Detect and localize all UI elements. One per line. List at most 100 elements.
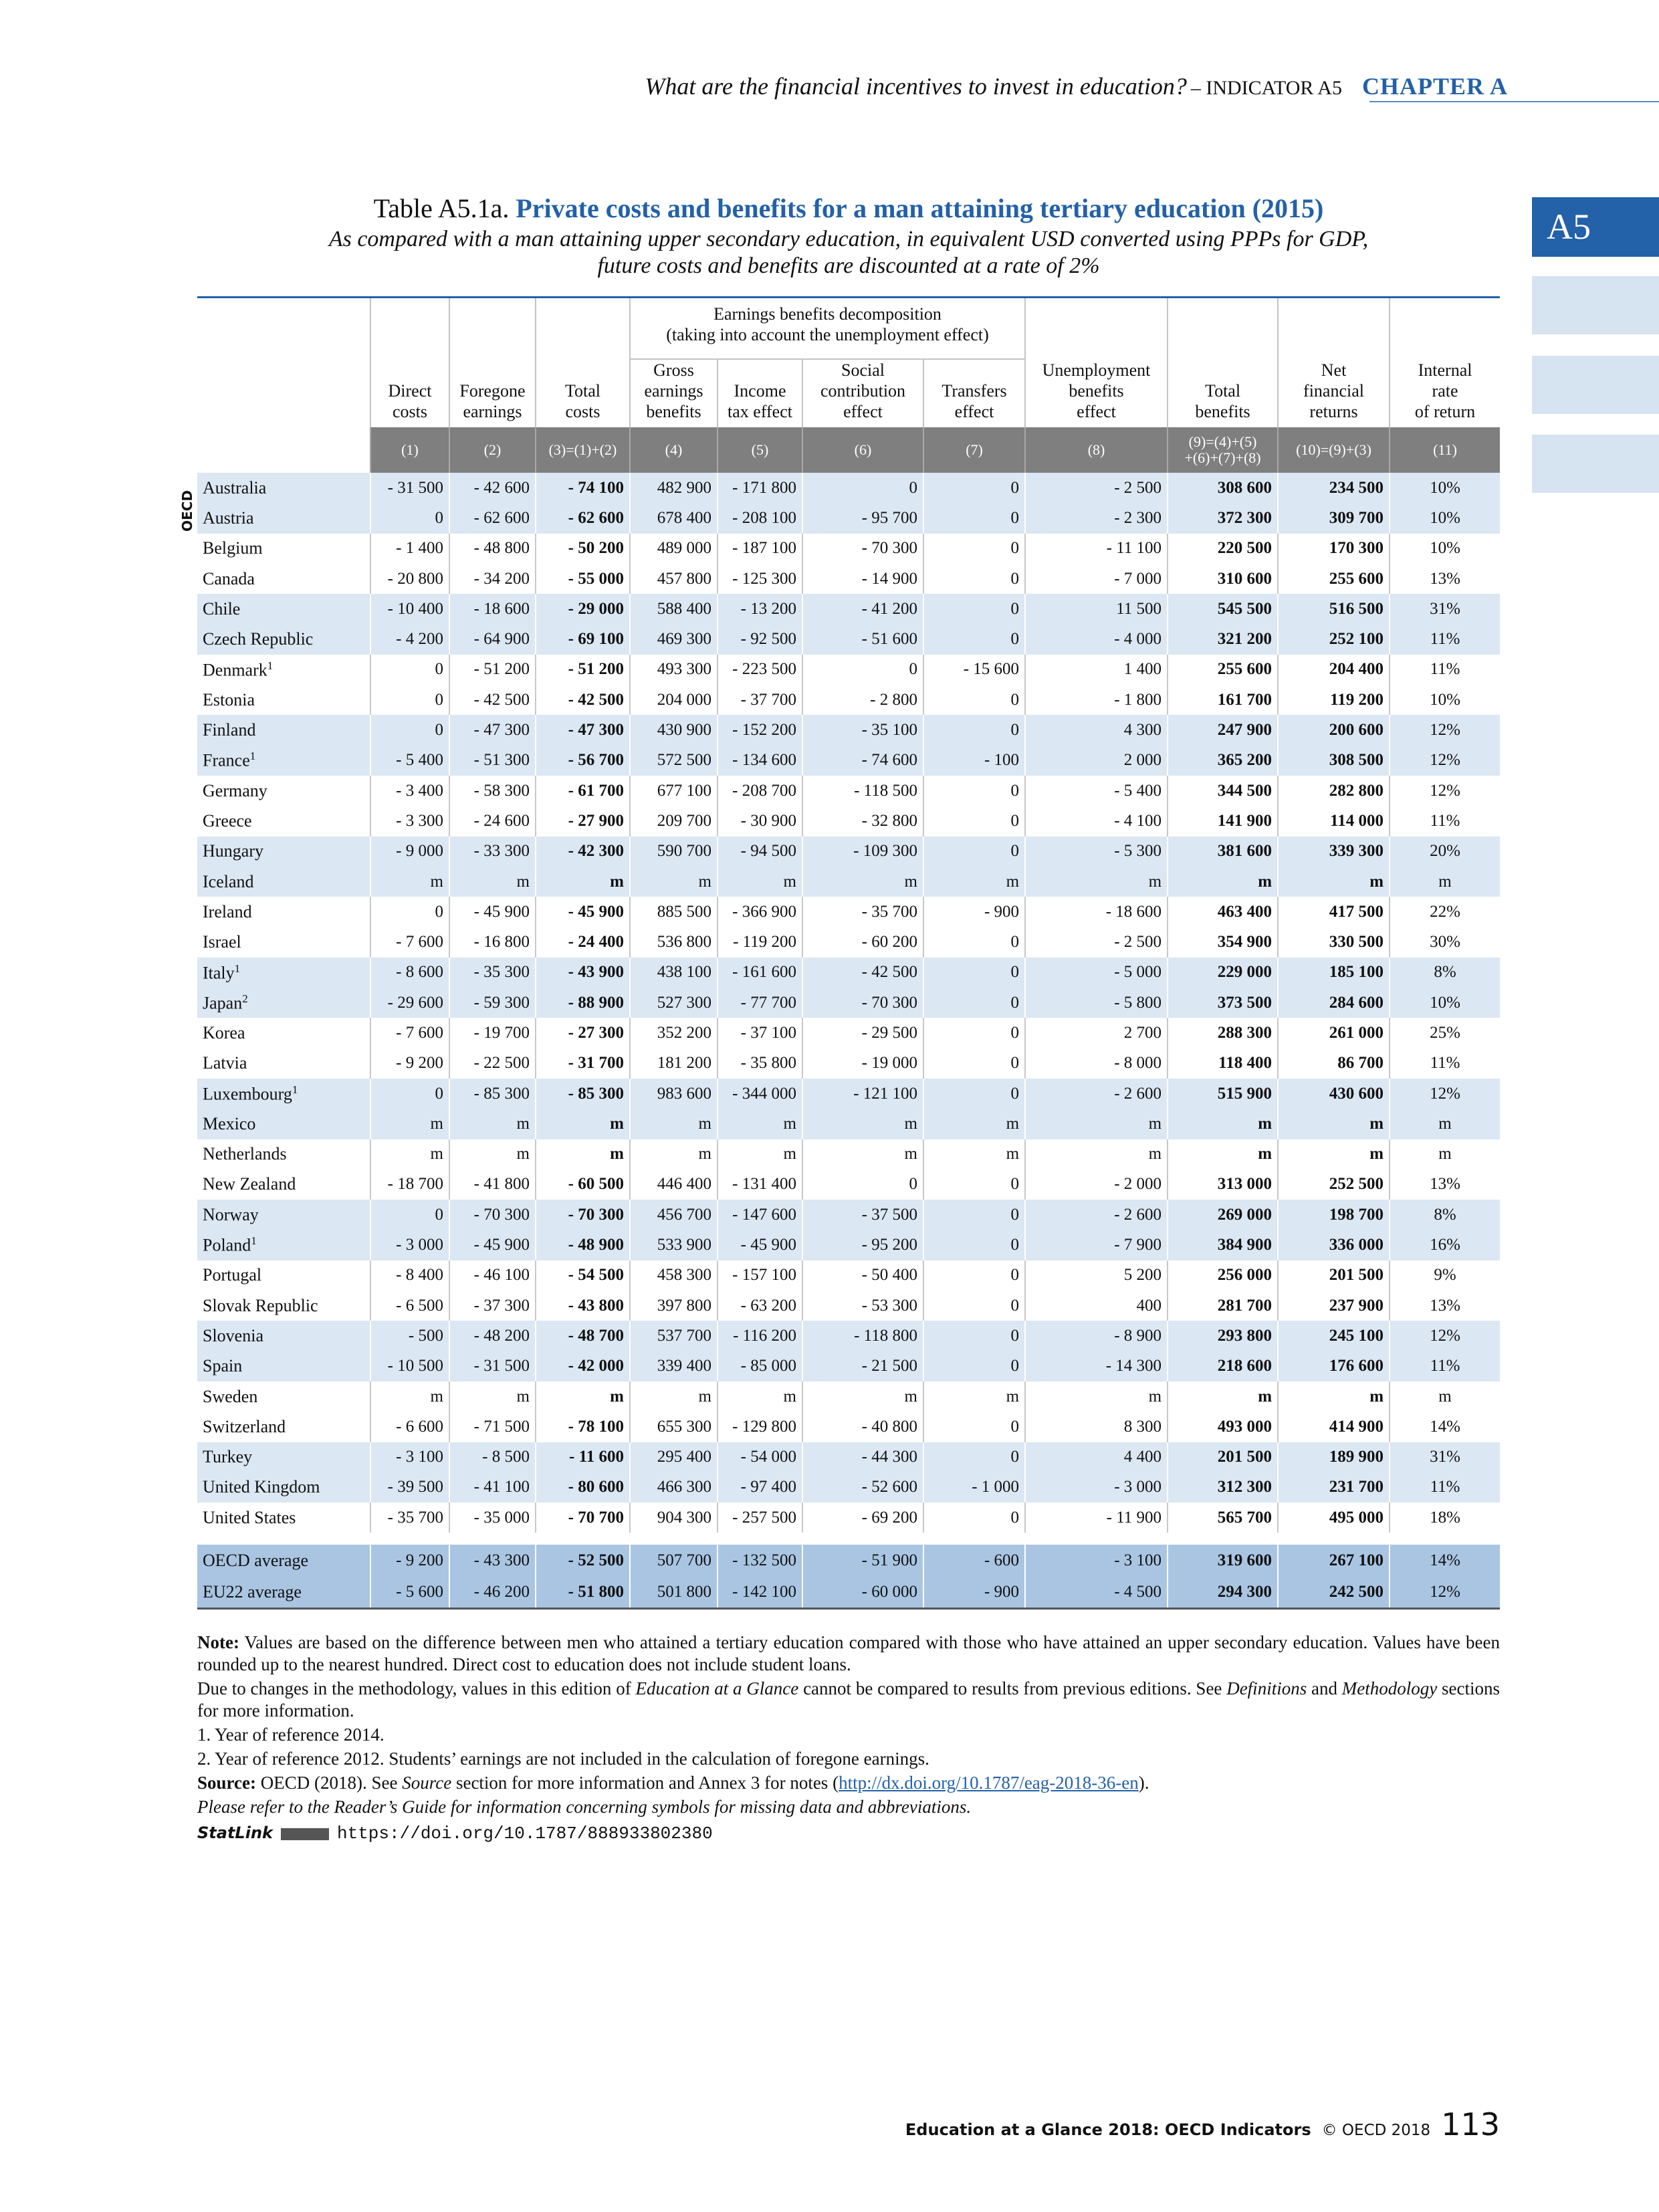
value-cell: - 69 200 <box>802 1503 923 1533</box>
country-cell: Estonia <box>197 685 370 715</box>
value-cell: 0 <box>802 473 923 504</box>
value-cell: 200 600 <box>1277 715 1390 746</box>
value-cell: 12% <box>1389 775 1501 806</box>
value-cell: - 24 600 <box>449 806 536 837</box>
value-cell: - 80 600 <box>535 1472 630 1503</box>
value-cell: - 2 500 <box>1024 473 1168 504</box>
column-header: Internal rate of return <box>1389 296 1501 427</box>
value-cell: - 94 500 <box>717 836 802 867</box>
value-cell: m <box>922 1381 1026 1412</box>
value-cell: m <box>629 866 717 897</box>
country-name: Germany <box>203 780 267 800</box>
value-cell: - 900 <box>922 1576 1026 1610</box>
value-cell: m <box>370 1381 449 1412</box>
group-header-line: Earnings benefits decomposition <box>713 304 942 324</box>
value-cell: - 14 300 <box>1024 1351 1168 1381</box>
column-header-line: benefits <box>1195 402 1250 421</box>
value-cell: 2 000 <box>1024 745 1168 776</box>
value-cell: - 37 500 <box>802 1200 923 1230</box>
column-header-line: tax effect <box>728 402 792 421</box>
value-cell: 678 400 <box>629 503 717 534</box>
table-row: Greece - 3 300- 24 600- 27 900 209 700- 30… <box>197 806 1501 837</box>
statlink-url[interactable]: https://doi.org/10.1787/888933802380 <box>337 1823 713 1844</box>
value-cell: - 95 700 <box>802 503 923 534</box>
value-cell: - 1 400 <box>370 533 449 564</box>
value-cell: 0 <box>802 1169 923 1200</box>
value-cell: m <box>717 866 802 897</box>
value-cell: m <box>1389 1381 1501 1412</box>
value-cell: 0 <box>370 685 449 715</box>
value-cell: - 21 500 <box>802 1351 923 1381</box>
value-cell: 185 100 <box>1277 957 1390 988</box>
column-header: Foregone earnings <box>449 296 536 427</box>
value-cell: - 70 300 <box>449 1200 536 1230</box>
value-cell: 0 <box>922 473 1026 504</box>
table-row: Switzerland - 6 600- 71 500- 78 100 655 30… <box>197 1412 1501 1442</box>
value-cell: - 77 700 <box>717 988 802 1018</box>
note-paragraph: 1. Year of reference 2014. <box>197 1724 1500 1746</box>
value-cell: - 54 000 <box>717 1442 802 1472</box>
value-cell: 0 <box>922 927 1026 958</box>
value-cell: 0 <box>922 1442 1026 1472</box>
value-cell: m <box>802 1139 923 1170</box>
country-cell: Australia <box>197 473 370 504</box>
value-cell: 10% <box>1389 473 1501 504</box>
value-cell: 255 600 <box>1167 654 1279 685</box>
column-number-line: (10)=(9)+(3) <box>1296 441 1371 458</box>
value-cell: - 42 500 <box>535 685 630 715</box>
running-title: What are the financial incentives to inv… <box>645 73 1187 100</box>
value-cell: - 4 000 <box>1024 624 1168 655</box>
value-cell: 565 700 <box>1167 1503 1279 1533</box>
value-cell: 0 <box>922 1230 1026 1260</box>
country-name: Ireland <box>203 901 252 921</box>
value-cell: - 109 300 <box>802 836 923 867</box>
value-cell: - 37 700 <box>717 685 802 715</box>
value-cell: - 46 200 <box>449 1576 536 1610</box>
value-cell: 336 000 <box>1277 1230 1390 1260</box>
country-name: Slovenia <box>203 1325 263 1345</box>
value-cell: - 11 100 <box>1024 533 1168 564</box>
country-name: Czech Republic <box>203 629 314 649</box>
value-cell: - 29 500 <box>802 1018 923 1048</box>
country-name: Greece <box>203 810 252 831</box>
country-name: Iceland <box>203 871 254 891</box>
note-text: Note: <box>197 1632 239 1652</box>
country-cell: Hungary <box>197 836 370 867</box>
value-cell: 655 300 <box>629 1412 717 1442</box>
value-cell: - 18 700 <box>370 1169 449 1200</box>
table-row: Sweden m m m m m m m m m m m <box>197 1381 1501 1412</box>
footnote-ref: 1 <box>234 962 241 975</box>
footnote-ref: 1 <box>267 659 273 672</box>
table-row: Germany - 3 400- 58 300- 61 700 677 100- 2… <box>197 775 1501 806</box>
table-row: Belgium - 1 400- 48 800- 50 200 489 000- 1… <box>197 533 1501 564</box>
value-cell: 247 900 <box>1167 715 1279 746</box>
value-cell: - 62 600 <box>535 503 630 534</box>
value-cell: - 3 000 <box>370 1230 449 1260</box>
value-cell: 0 <box>922 1200 1026 1230</box>
country-cell: Belgium <box>197 534 370 564</box>
statlink: StatLink https://doi.org/10.1787/88893380… <box>197 1823 713 1844</box>
value-cell: m <box>370 1139 449 1170</box>
value-cell: 572 500 <box>629 745 717 776</box>
value-cell: 284 600 <box>1277 988 1390 1018</box>
country-cell: Germany <box>197 776 370 806</box>
value-cell: - 74 600 <box>802 745 923 776</box>
value-cell: 885 500 <box>629 897 717 927</box>
link[interactable]: http://dx.doi.org/10.1787/eag-2018-36-en <box>839 1773 1139 1793</box>
table-subtitle: future costs and benefits are discounted… <box>597 253 1100 278</box>
country-cell: Switzerland <box>197 1412 370 1442</box>
value-cell: 11% <box>1389 624 1501 655</box>
value-cell: 397 800 <box>629 1291 717 1321</box>
value-cell: - 92 500 <box>717 624 802 655</box>
table-row: Italy1- 8 600- 35 300- 43 900 438 100- 16… <box>197 957 1501 988</box>
value-cell: m <box>449 866 536 897</box>
tab-block <box>1532 356 1659 414</box>
value-cell: m <box>449 1381 536 1412</box>
country-name: Mexico <box>203 1113 256 1133</box>
country-cell: Slovenia <box>197 1321 370 1351</box>
value-cell: 11% <box>1389 1472 1501 1503</box>
value-cell: m <box>1277 866 1390 897</box>
table-row: United Kingdom - 39 500- 41 100- 80 600 46… <box>197 1472 1501 1503</box>
country-name: Austria <box>203 508 254 528</box>
